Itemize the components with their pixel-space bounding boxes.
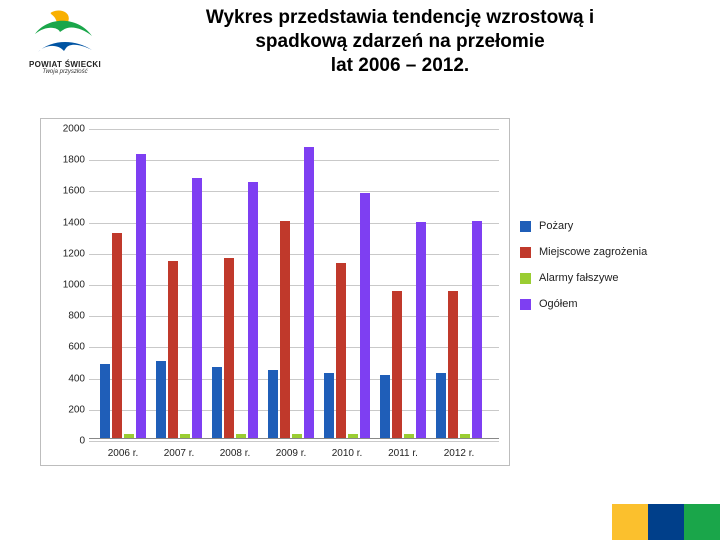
year-group [319, 129, 375, 439]
bar [324, 373, 334, 439]
x-tick-label: 2012 r. [431, 448, 487, 459]
legend-label: Alarmy fałszywe [539, 272, 618, 284]
title-line-2: spadkową zdarzeń na przełomie [255, 31, 544, 52]
bar [472, 221, 482, 439]
footer-swatch [684, 504, 720, 540]
legend-label: Pożary [539, 220, 573, 232]
y-tick-label: 1200 [45, 248, 85, 259]
y-tick-label: 1600 [45, 186, 85, 197]
x-tick-label: 2011 r. [375, 448, 431, 459]
year-group [263, 129, 319, 439]
legend-swatch-icon [520, 273, 531, 284]
bar [212, 367, 222, 439]
bar [304, 147, 314, 439]
legend-swatch-icon [520, 247, 531, 258]
y-tick-label: 2000 [45, 124, 85, 135]
bar [416, 222, 426, 439]
bar [156, 361, 166, 439]
bar [112, 233, 122, 439]
bar [380, 375, 390, 439]
bar [336, 263, 346, 439]
page: POWIAT ŚWIECKI Twoja przyszłość Wykres p… [0, 0, 720, 540]
legend-label: Miejscowe zagrożenia [539, 246, 647, 258]
bar [192, 178, 202, 439]
y-tick-label: 1400 [45, 217, 85, 228]
legend-item: Alarmy fałszywe [520, 265, 680, 291]
title-line-1: Wykres przedstawia tendencję wzrostową i [206, 7, 594, 28]
x-tick-label: 2008 r. [207, 448, 263, 459]
x-tick-label: 2010 r. [319, 448, 375, 459]
y-tick-label: 600 [45, 342, 85, 353]
legend-label: Ogółem [539, 298, 578, 310]
legend-item: Pożary [520, 213, 680, 239]
baseline [89, 438, 499, 439]
legend-swatch-icon [520, 221, 531, 232]
legend: Pożary Miejscowe zagrożenia Alarmy fałszyw… [520, 213, 680, 317]
bar [136, 154, 146, 439]
header: Wykres przedstawia tendencję wzrostową i… [0, 0, 720, 77]
footer-swatches [612, 504, 720, 540]
bar [448, 291, 458, 439]
year-group [151, 129, 207, 439]
footer-swatch [648, 504, 684, 540]
grid-line [89, 441, 499, 442]
title-line-3: lat 2006 – 2012. [331, 55, 469, 76]
bar [268, 370, 278, 439]
y-tick-label: 1000 [45, 280, 85, 291]
bar [436, 373, 446, 439]
bars-layer [89, 129, 499, 439]
x-tick-label: 2007 r. [151, 448, 207, 459]
y-tick-label: 200 [45, 404, 85, 415]
page-title: Wykres przedstawia tendencję wzrostową i… [0, 6, 720, 77]
y-tick-label: 0 [45, 436, 85, 447]
year-group [375, 129, 431, 439]
x-tick-label: 2009 r. [263, 448, 319, 459]
y-tick-label: 800 [45, 311, 85, 322]
bar [280, 221, 290, 439]
chart-area: 0 200 400 600 800 1000 1200 1400 1600 1800 2000 20… [40, 118, 510, 466]
legend-item: Miejscowe zagrożenia [520, 239, 680, 265]
bar [392, 291, 402, 439]
bar [224, 258, 234, 439]
year-group [431, 129, 487, 439]
footer-swatch [612, 504, 648, 540]
bar [360, 193, 370, 439]
bar [168, 261, 178, 439]
year-group [207, 129, 263, 439]
year-group [95, 129, 151, 439]
y-tick-label: 400 [45, 373, 85, 384]
x-tick-label: 2006 r. [95, 448, 151, 459]
chart: 0 200 400 600 800 1000 1200 1400 1600 1800 2000 20… [40, 118, 680, 498]
bar [248, 182, 258, 439]
plot: 0200400600800100012001400160018002000 20… [89, 129, 499, 439]
legend-item: Ogółem [520, 291, 680, 317]
bar [100, 364, 110, 439]
legend-swatch-icon [520, 299, 531, 310]
y-tick-label: 1800 [45, 155, 85, 166]
